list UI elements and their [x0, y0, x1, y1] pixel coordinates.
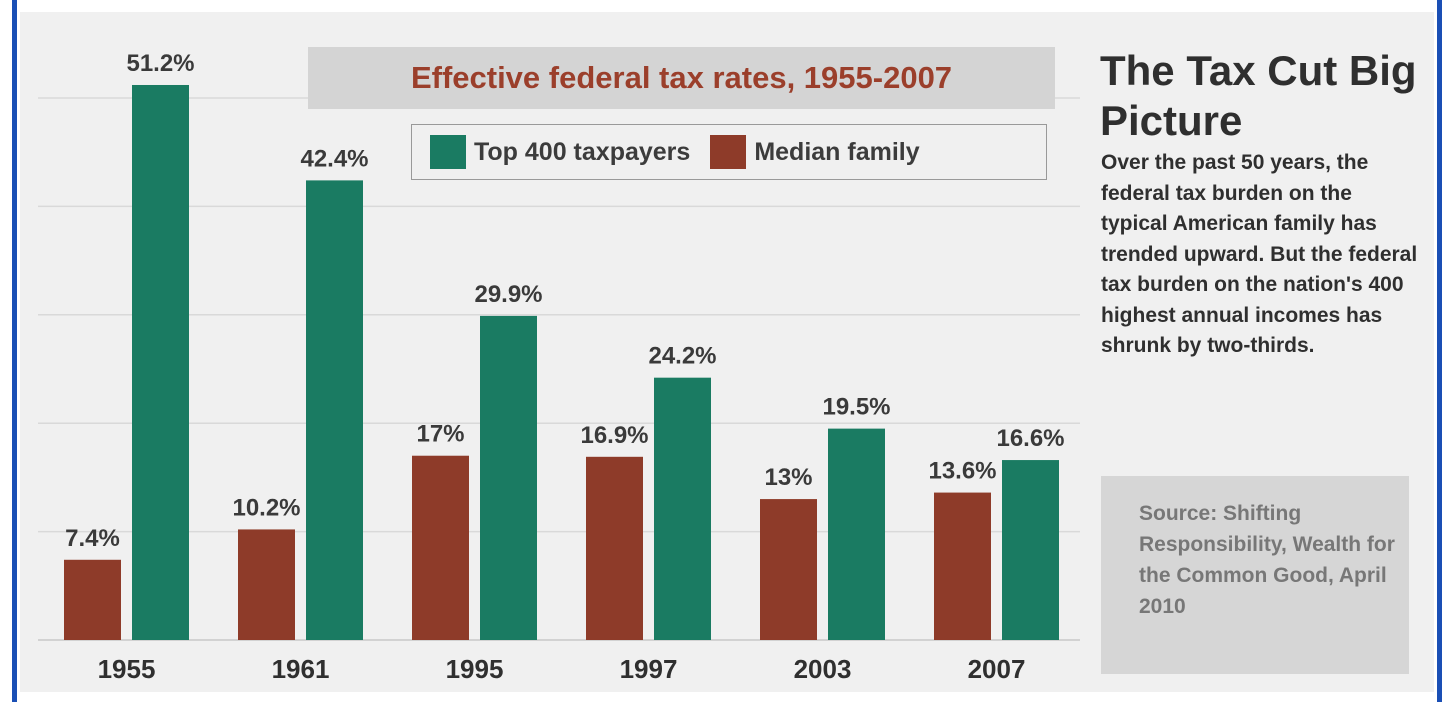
side-description: Over the past 50 years, the federal tax … [1101, 151, 1418, 357]
x-tick-label: 1955 [98, 654, 156, 684]
bar-top400-1955 [132, 84, 189, 640]
chart-title: Effective federal tax rates, 1955-2007 [410, 60, 953, 95]
data-label: 29.9% [474, 281, 542, 308]
bar-median-2007 [934, 492, 991, 640]
legend-item-top400: Top 400 taxpayers [430, 135, 690, 169]
data-label: 7.4% [65, 525, 120, 552]
legend-label-top400: Top 400 taxpayers [474, 137, 691, 166]
legend-label-median: Median family [754, 137, 920, 166]
x-tick-label: 1961 [272, 654, 330, 684]
data-label: 16.6% [996, 425, 1064, 452]
data-label: 51.2% [126, 50, 194, 77]
bar-top400-2003 [828, 428, 885, 640]
bar-median-1961 [238, 529, 295, 640]
data-label: 24.2% [648, 343, 716, 370]
legend: Top 400 taxpayers Median family [411, 124, 1047, 180]
x-tick-label: 1997 [620, 654, 678, 684]
side-title: The Tax Cut Big Picture [1100, 47, 1417, 144]
legend-swatch-median [710, 135, 747, 169]
source-text: Source: Shifting Responsibility, Wealth … [1139, 502, 1395, 618]
data-label: 17% [416, 421, 464, 448]
data-label: 42.4% [300, 145, 368, 172]
bar-median-2003 [760, 499, 817, 640]
source-box: Source: Shifting Responsibility, Wealth … [1101, 476, 1409, 674]
data-label: 19.5% [822, 394, 890, 421]
x-tick-label: 2007 [968, 654, 1026, 684]
bar-median-1997 [586, 456, 643, 640]
x-tick-label: 1995 [446, 654, 504, 684]
data-label: 13.6% [928, 458, 996, 485]
bar-top400-2007 [1002, 460, 1059, 640]
chart-title-box: Effective federal tax rates, 1955-2007 [308, 47, 1055, 109]
legend-item-median: Median family [710, 135, 920, 169]
data-label: 10.2% [232, 494, 300, 521]
bar-median-1995 [412, 455, 469, 640]
data-label: 16.9% [580, 422, 648, 449]
data-label: 13% [764, 464, 812, 491]
blue-frame [12, 0, 1442, 702]
x-tick-label: 2003 [794, 654, 852, 684]
bar-top400-1995 [480, 315, 537, 640]
bar-top400-1961 [306, 180, 363, 640]
bar-top400-1997 [654, 377, 711, 640]
bar-median-1955 [64, 559, 121, 640]
legend-swatch-top400 [430, 135, 466, 169]
